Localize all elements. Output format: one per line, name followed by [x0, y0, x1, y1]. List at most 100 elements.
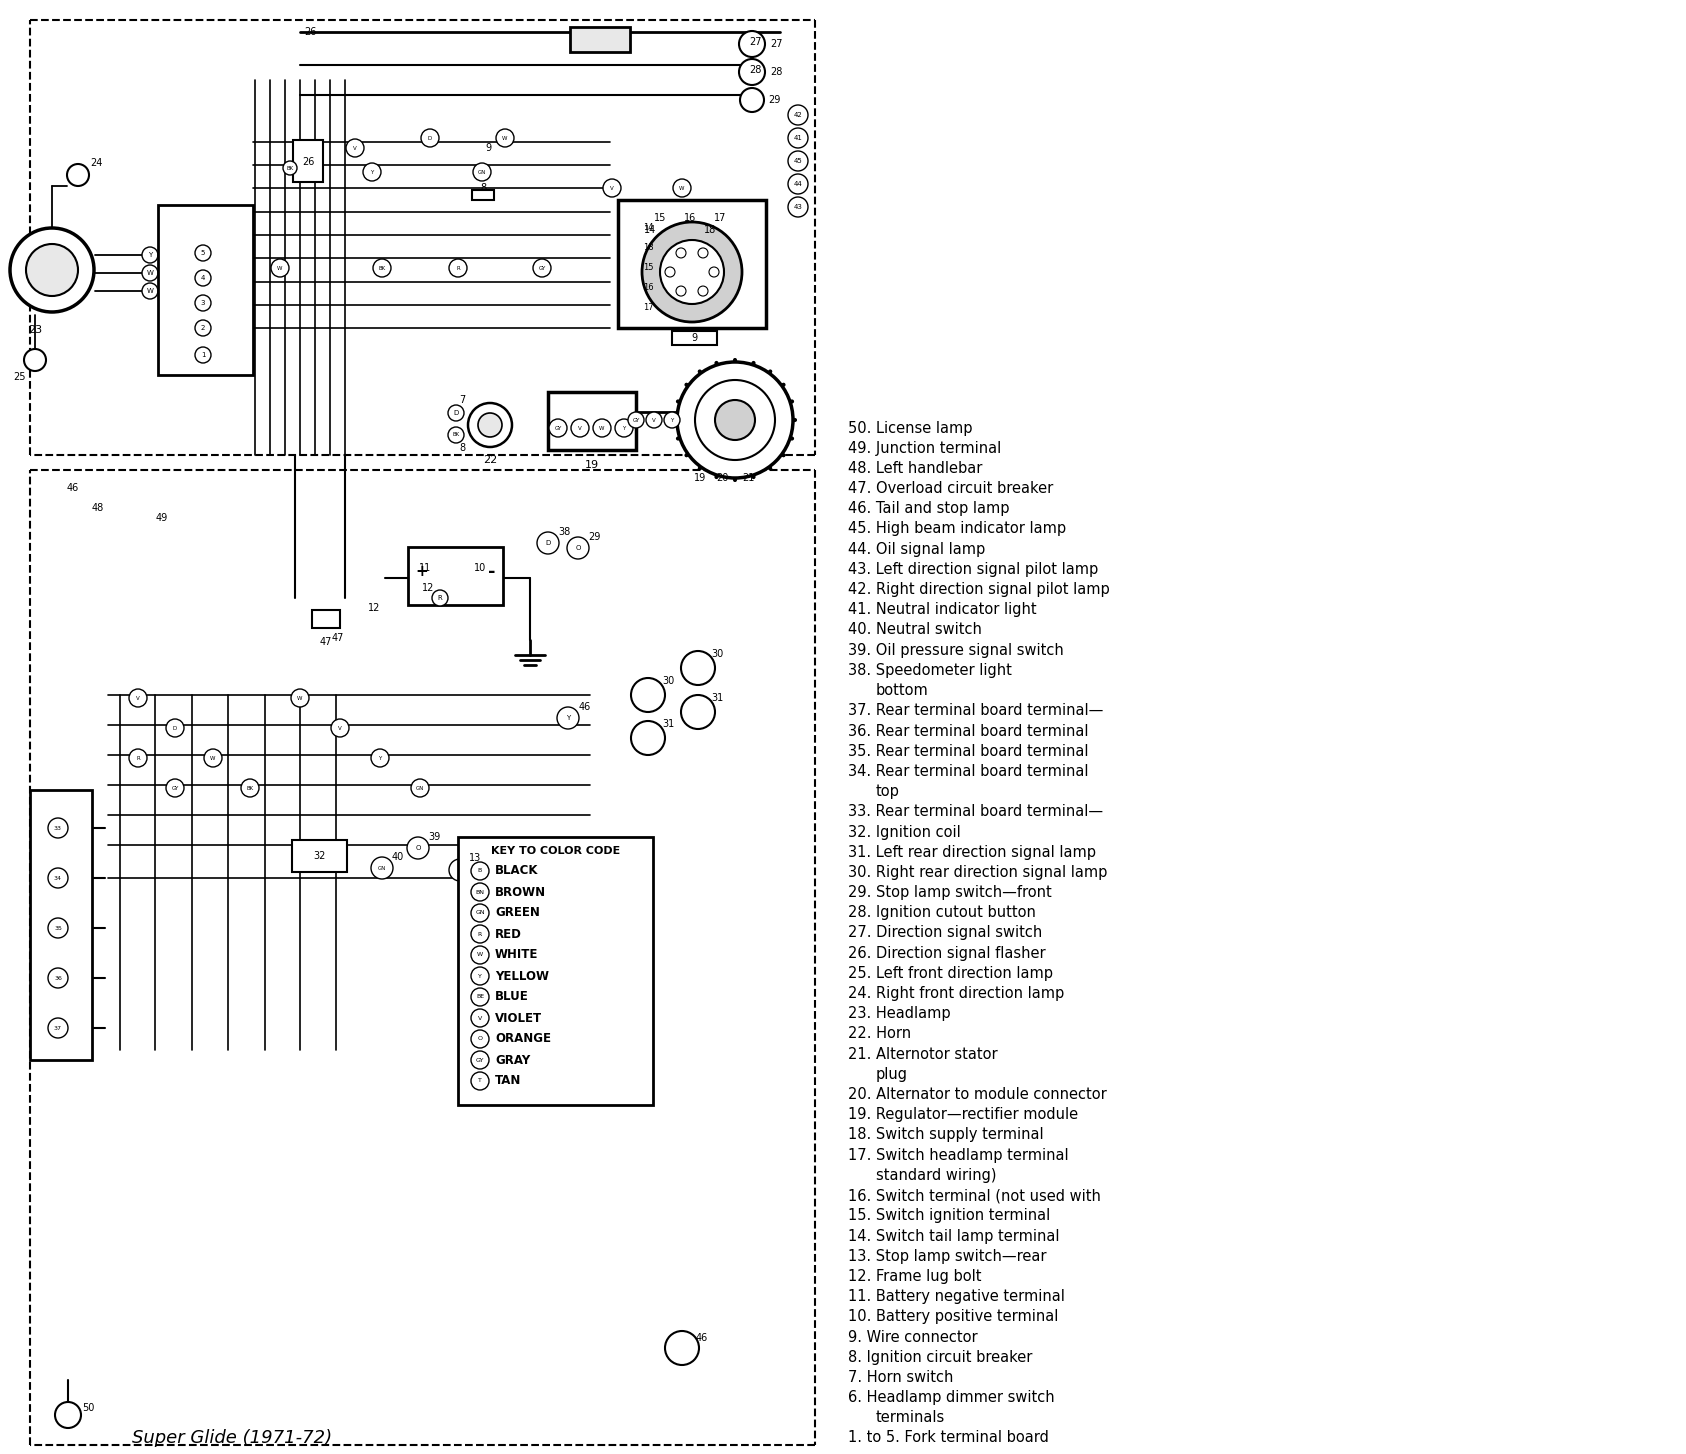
Text: YELLOW: YELLOW — [496, 970, 550, 983]
Text: 4: 4 — [201, 275, 206, 281]
Bar — [292, 840, 347, 872]
Circle shape — [432, 590, 448, 606]
Text: D: D — [454, 410, 459, 416]
Text: 5: 5 — [201, 250, 206, 256]
Circle shape — [470, 862, 489, 880]
Text: WHITE: WHITE — [496, 948, 538, 961]
Circle shape — [738, 31, 765, 57]
Text: BLACK: BLACK — [496, 865, 538, 878]
Text: 29: 29 — [588, 532, 600, 542]
Circle shape — [196, 295, 211, 311]
Text: V: V — [477, 1015, 482, 1021]
Text: 16. Switch terminal (not used with: 16. Switch terminal (not used with — [848, 1188, 1101, 1202]
Text: BK: BK — [452, 432, 460, 438]
Text: 9: 9 — [486, 142, 491, 153]
Text: 9. Wire connector: 9. Wire connector — [848, 1329, 978, 1345]
Text: V: V — [339, 726, 342, 730]
Text: 19: 19 — [585, 459, 599, 470]
Circle shape — [422, 129, 438, 147]
Text: BK: BK — [246, 785, 253, 791]
Text: 19: 19 — [695, 473, 706, 483]
Text: 15: 15 — [642, 263, 654, 272]
Circle shape — [627, 411, 644, 427]
Text: 25: 25 — [13, 372, 27, 382]
Text: 28: 28 — [749, 65, 760, 76]
Bar — [30, 790, 93, 1060]
Text: 23. Headlamp: 23. Headlamp — [848, 1006, 951, 1021]
Text: 20. Alternator to module connector: 20. Alternator to module connector — [848, 1088, 1106, 1102]
Circle shape — [646, 411, 663, 427]
Circle shape — [624, 241, 637, 254]
Text: D: D — [545, 539, 551, 547]
Circle shape — [572, 419, 588, 438]
Circle shape — [678, 362, 792, 478]
Text: RED: RED — [496, 928, 523, 941]
Text: Y: Y — [566, 715, 570, 721]
Text: BE: BE — [475, 995, 484, 999]
Circle shape — [448, 427, 464, 443]
Text: 35. Rear terminal board terminal: 35. Rear terminal board terminal — [848, 743, 1089, 759]
Text: GY: GY — [555, 426, 561, 430]
Text: 49. Junction terminal: 49. Junction terminal — [848, 441, 1001, 455]
Circle shape — [470, 989, 489, 1006]
Circle shape — [615, 419, 632, 438]
Text: 17: 17 — [713, 212, 727, 222]
Text: 46: 46 — [578, 702, 592, 712]
Text: 33. Rear terminal board terminal—: 33. Rear terminal board terminal— — [848, 804, 1103, 819]
Circle shape — [196, 270, 211, 286]
Text: 13. Stop lamp switch—rear: 13. Stop lamp switch—rear — [848, 1249, 1047, 1264]
Text: 39: 39 — [428, 832, 440, 842]
Text: 46. Tail and stop lamp: 46. Tail and stop lamp — [848, 502, 1010, 516]
Text: 14. Switch tail lamp terminal: 14. Switch tail lamp terminal — [848, 1229, 1059, 1243]
Text: 11. Battery negative terminal: 11. Battery negative terminal — [848, 1290, 1066, 1304]
Circle shape — [470, 1051, 489, 1069]
Circle shape — [664, 268, 674, 278]
Bar — [158, 205, 253, 375]
Circle shape — [750, 281, 765, 295]
Circle shape — [750, 241, 765, 254]
Bar — [472, 190, 494, 201]
Text: V: V — [652, 417, 656, 423]
Text: +: + — [416, 564, 428, 580]
Text: 31: 31 — [663, 718, 674, 728]
Circle shape — [698, 286, 708, 297]
Circle shape — [196, 246, 211, 262]
Text: GN: GN — [477, 170, 486, 174]
Text: 16: 16 — [685, 212, 696, 222]
Text: Y: Y — [479, 974, 482, 979]
Text: 32. Ignition coil: 32. Ignition coil — [848, 824, 961, 839]
Text: Y: Y — [371, 170, 374, 174]
Text: 30. Right rear direction signal lamp: 30. Right rear direction signal lamp — [848, 865, 1108, 880]
Circle shape — [24, 349, 46, 371]
Text: O: O — [477, 1037, 482, 1041]
Text: 18: 18 — [703, 225, 717, 236]
Circle shape — [10, 228, 94, 313]
Text: V: V — [137, 695, 140, 701]
Circle shape — [715, 400, 755, 441]
Text: 49: 49 — [155, 513, 169, 523]
Text: 2: 2 — [201, 326, 206, 332]
Circle shape — [556, 707, 578, 728]
Text: 34: 34 — [54, 875, 62, 881]
Circle shape — [681, 695, 715, 728]
Text: 23: 23 — [29, 326, 42, 334]
Circle shape — [371, 856, 393, 880]
Text: 1: 1 — [201, 352, 206, 358]
Bar — [548, 393, 636, 449]
Circle shape — [142, 284, 158, 300]
Circle shape — [631, 721, 664, 755]
Text: D: D — [428, 135, 432, 141]
Text: GY: GY — [632, 417, 639, 423]
Text: 3: 3 — [201, 300, 206, 305]
Circle shape — [165, 779, 184, 797]
Circle shape — [738, 60, 765, 84]
Text: W: W — [277, 266, 283, 270]
Text: 25. Left front direction lamp: 25. Left front direction lamp — [848, 965, 1054, 981]
Text: 19. Regulator—rectifier module: 19. Regulator—rectifier module — [848, 1108, 1077, 1122]
Text: GY: GY — [538, 266, 546, 270]
Text: 31: 31 — [711, 694, 723, 702]
Text: TAN: TAN — [496, 1075, 521, 1088]
Circle shape — [130, 749, 147, 768]
Text: Y: Y — [622, 426, 626, 430]
Text: 50. License lamp: 50. License lamp — [848, 420, 973, 436]
